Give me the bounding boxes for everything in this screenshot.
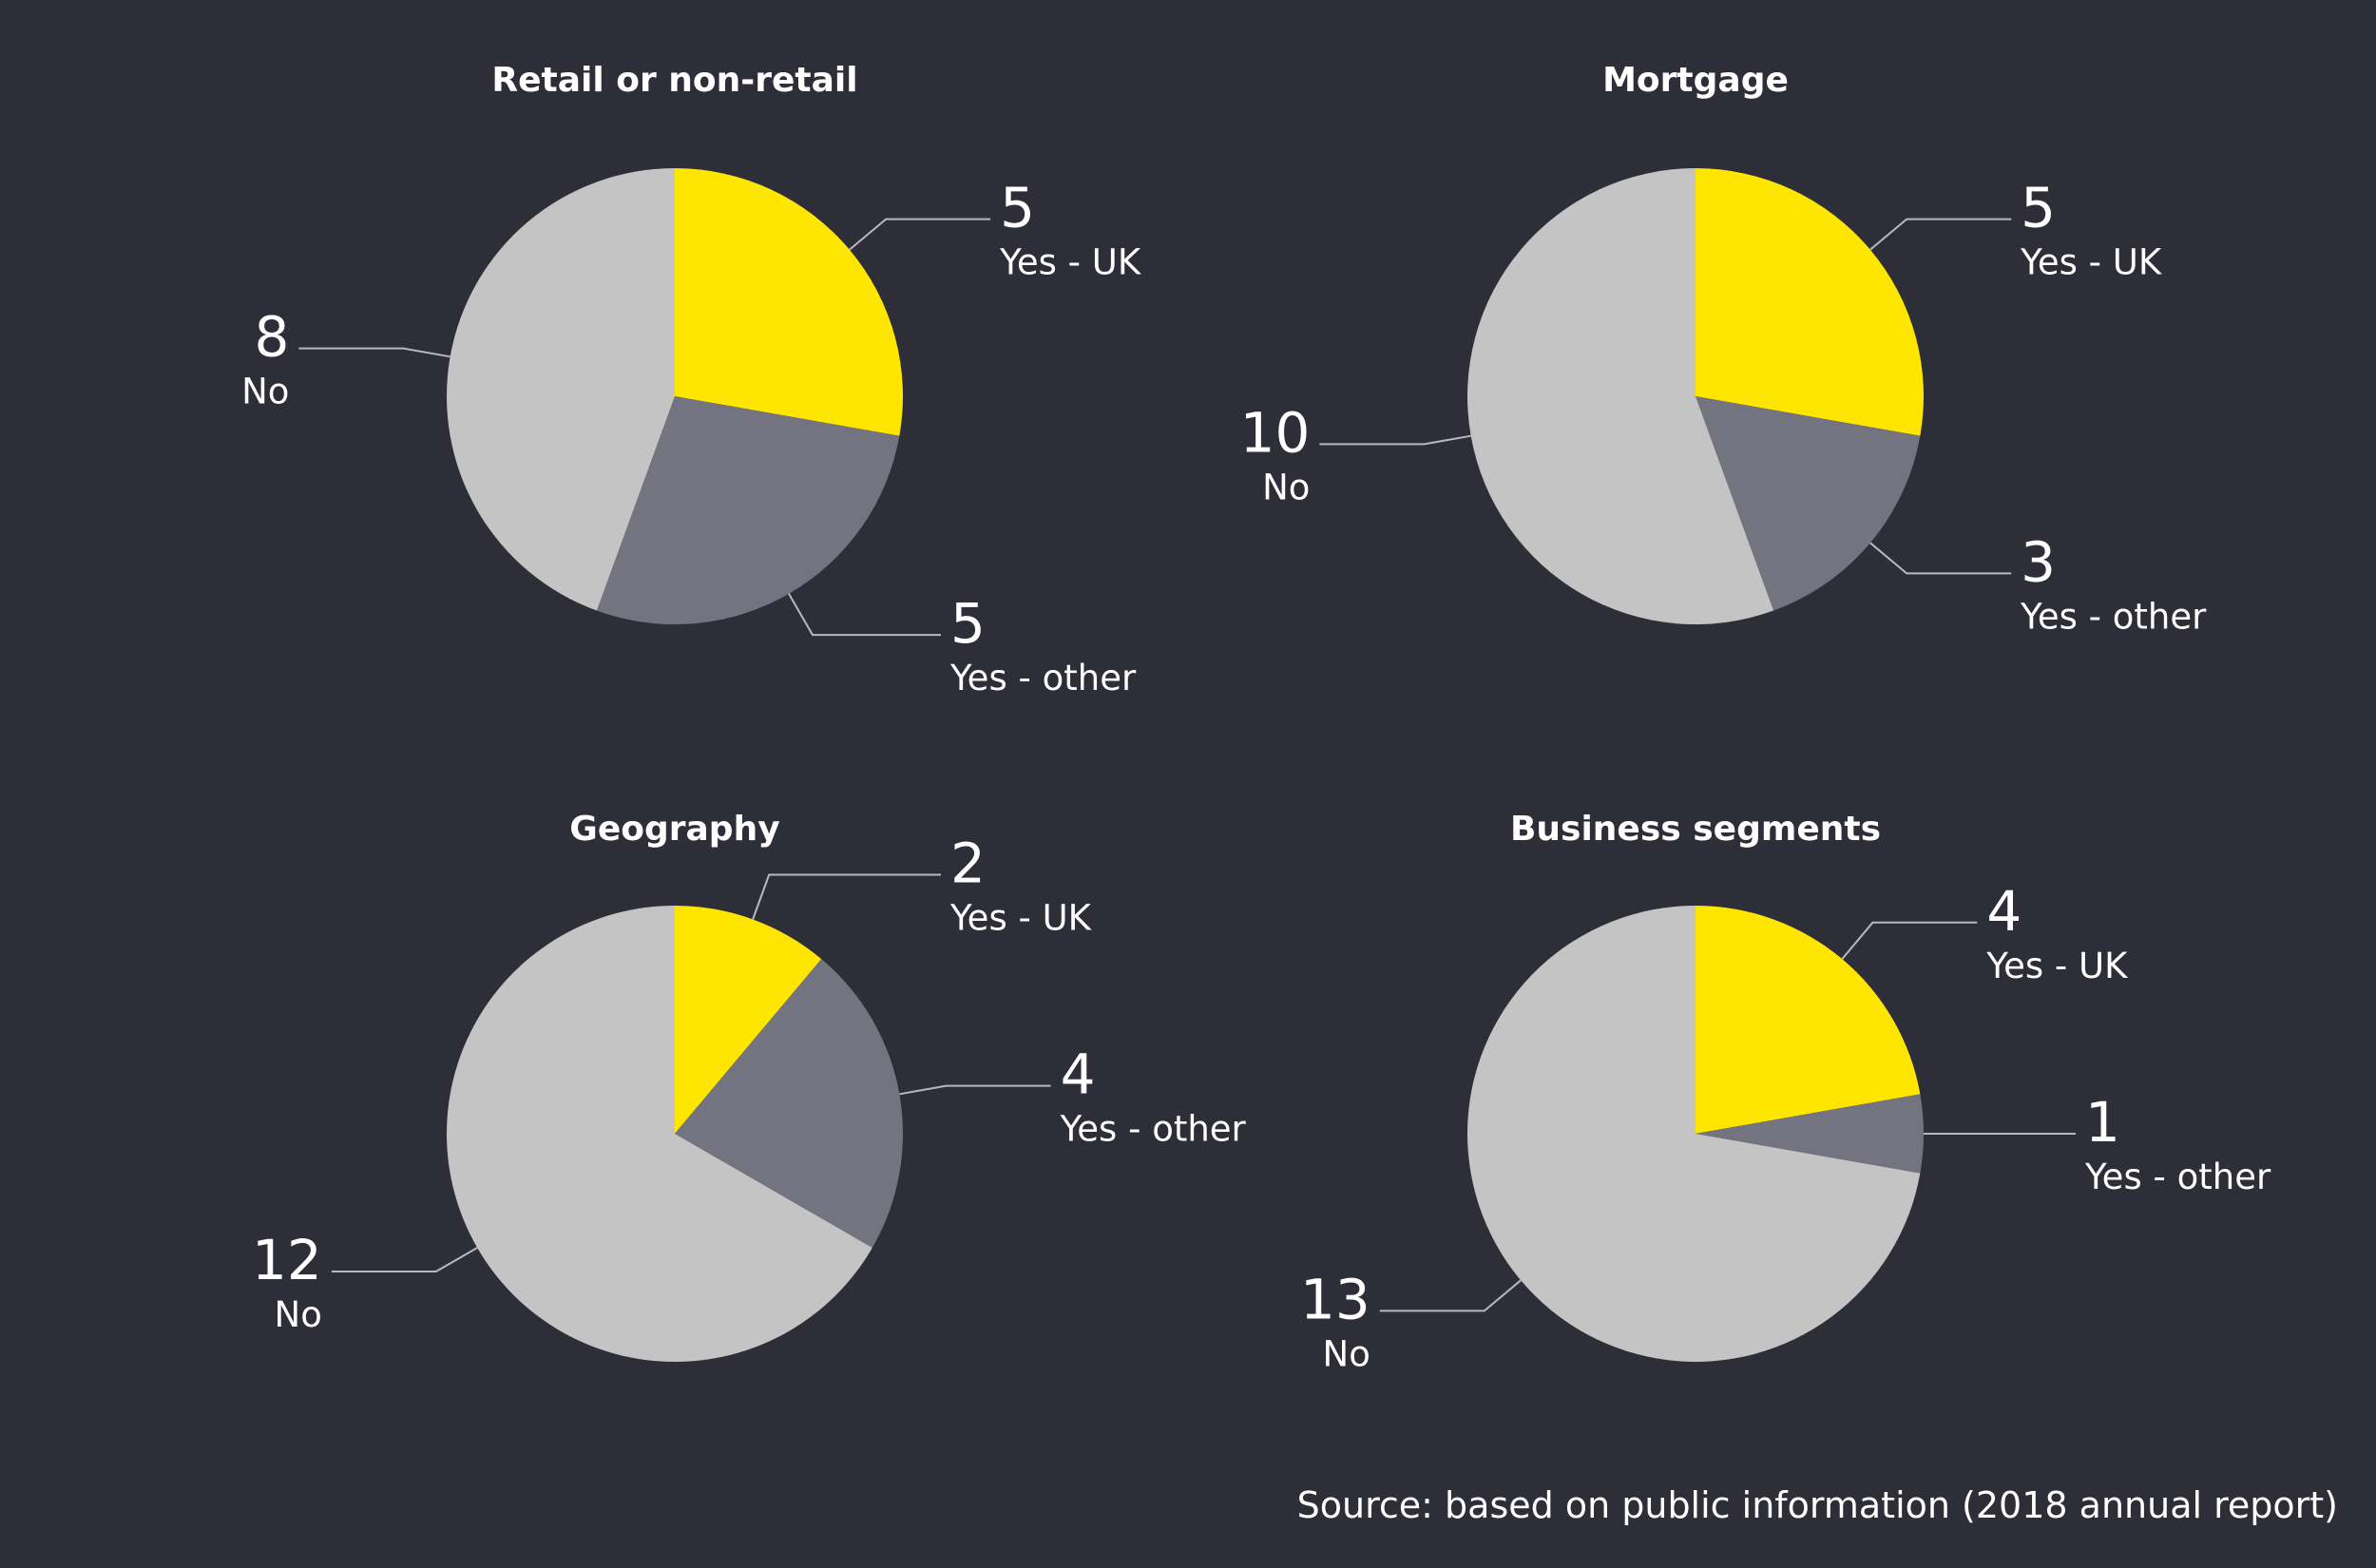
slice-value-label: 5 (950, 591, 986, 656)
pie-slice-no (1466, 906, 1921, 1362)
slice-category-label: Yes - UK (999, 242, 1142, 283)
leader-line (1841, 921, 1978, 960)
pie-slice-no (447, 906, 872, 1362)
slice-category-label: Yes - other (2020, 596, 2207, 637)
chart-title: Business segments (1510, 810, 1881, 849)
slice-category-label: Yes - other (1060, 1109, 1247, 1150)
pie-slice-no (446, 168, 675, 611)
slice-category-label: Yes - other (2084, 1157, 2271, 1197)
slice-value-label: 4 (1061, 1042, 1096, 1107)
leader-line (899, 1084, 1051, 1096)
leader-line (1319, 434, 1471, 446)
leader-line (1869, 218, 2012, 251)
slice-value-label: 5 (2021, 176, 2056, 240)
slice-value-label: 12 (252, 1228, 322, 1292)
slice-value-label: 4 (1986, 879, 2022, 944)
chart-title: Geography (569, 810, 779, 849)
pie-slice-no (1467, 168, 1774, 624)
pie-slice-yes-uk (675, 906, 822, 1134)
slice-value-label: 2 (950, 831, 986, 895)
pie-slice-yes-other (675, 959, 904, 1248)
pie-slice-yes-uk (1696, 906, 1921, 1134)
leader-line (788, 593, 941, 637)
leader-line (1379, 1279, 1522, 1312)
pie-slice-yes-other (596, 396, 900, 625)
chart-title: Retail or non-retail (491, 61, 857, 100)
leader-line (849, 218, 991, 251)
slice-category-label: Yes - UK (949, 897, 1093, 938)
slice-value-label: 3 (2021, 529, 2056, 594)
slice-category-label: No (1323, 1333, 1370, 1374)
slice-value-label: 8 (254, 305, 289, 370)
slice-category-label: Yes - UK (1985, 946, 2129, 986)
leader-line (331, 1247, 478, 1272)
slice-value-label: 1 (2085, 1090, 2120, 1155)
pie-slice-yes-other (1696, 396, 1921, 611)
slice-value-label: 5 (1000, 176, 1035, 240)
slice-category-label: Yes - UK (2020, 242, 2163, 283)
leader-line (298, 347, 450, 358)
slice-value-label: 13 (1300, 1267, 1370, 1331)
slice-category-label: No (1262, 467, 1310, 507)
chart-title: Mortgage (1602, 61, 1789, 100)
leader-line (752, 873, 941, 920)
slice-category-label: Yes - other (949, 658, 1137, 698)
pie-slice-yes-other (1696, 1094, 1924, 1174)
source-note: Source: based on public information (201… (1296, 1484, 2338, 1526)
pie-slice-yes-uk (1696, 168, 1924, 436)
pie-slice-yes-uk (675, 168, 903, 436)
leader-line (1869, 542, 2012, 575)
slice-category-label: No (275, 1294, 322, 1335)
slice-value-label: 10 (1240, 400, 1311, 465)
slice-category-label: No (241, 372, 289, 412)
